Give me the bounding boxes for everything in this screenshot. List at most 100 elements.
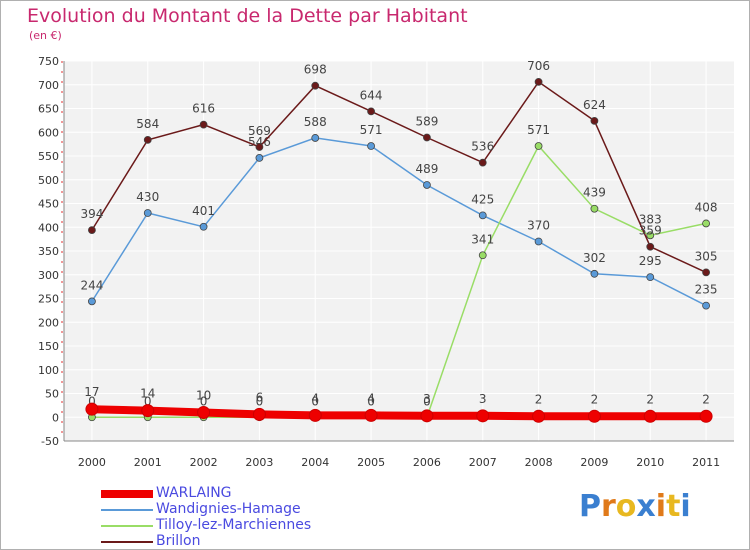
data-label: 235 [695,283,718,297]
data-point [364,408,378,422]
data-point [199,120,208,129]
legend-label: WARLAING [156,485,232,501]
data-label: 4 [311,391,319,405]
data-point [255,153,264,162]
data-point [587,409,601,423]
x-tick-label: 2004 [301,456,329,469]
data-label: 302 [583,251,606,265]
logo-letter: r [601,489,616,524]
data-point [534,142,543,150]
x-tick-label: 2006 [413,456,441,469]
data-label: 2 [591,392,599,406]
x-tick-label: 2003 [245,456,273,469]
data-point [141,404,155,418]
data-label: 4 [367,391,375,405]
chart-subtitle: (en €) [29,29,62,42]
y-tick-label: 550 [38,150,59,163]
x-tick-label: 2008 [525,456,553,469]
y-tick-label: 250 [38,293,59,306]
data-point [590,269,599,278]
data-label: 408 [695,200,718,214]
data-label: 425 [471,192,494,206]
logo-letter: t [666,489,681,524]
data-point [699,409,713,423]
y-tick-label: 700 [38,79,59,92]
series-line-warlaing [87,405,711,421]
data-label: 341 [471,232,494,246]
y-tick-label: 650 [38,103,59,116]
data-label: 0 [88,394,96,408]
data-label: 0 [256,394,264,408]
y-tick-label: 750 [38,55,59,68]
chart-title: Evolution du Montant de la Dette par Hab… [27,5,468,27]
data-label: 2 [702,392,710,406]
legend-swatch [101,509,153,511]
x-tick-label: 2005 [357,456,385,469]
data-label: 370 [527,219,550,233]
y-tick-label: 450 [38,198,59,211]
data-point [643,409,657,423]
data-label: 0 [144,394,152,408]
logo-letter: x [636,489,656,524]
y-tick-label: 0 [52,411,59,424]
data-point [702,301,710,310]
data-label: 571 [360,123,383,137]
series-line-1 [91,137,707,307]
data-label: 2 [535,392,543,406]
data-label: 616 [192,102,215,116]
data-point [252,407,266,421]
data-label: 624 [583,98,606,112]
data-label: 383 [639,212,662,226]
data-point [532,409,546,423]
y-tick-label: -50 [41,435,59,448]
data-point [702,219,710,228]
data-label: 401 [192,204,215,218]
data-point [199,222,208,231]
y-tick-label: 300 [38,269,59,282]
logo-letter: P [579,489,601,524]
data-label: 2 [646,392,654,406]
x-tick-label: 2010 [636,456,664,469]
x-tick-label: 2001 [134,456,162,469]
logo-letter: i [680,489,691,524]
legend-label: Tilloy-lez-Marchiennes [156,517,312,533]
data-point [590,204,599,213]
data-label: 244 [80,278,103,292]
data-point [646,242,655,251]
y-tick-label: 150 [38,340,59,353]
data-point [308,408,322,422]
data-point [646,231,655,240]
data-point [476,409,490,423]
legend-label: Wandignies-Hamage [156,501,301,517]
data-label: 706 [527,59,550,73]
legend-swatch [101,525,153,527]
data-label: 6 [256,390,264,404]
data-label: 439 [583,186,606,200]
x-tick-label: 2007 [469,456,497,469]
data-point [420,409,434,423]
data-label: 0 [423,394,431,408]
data-point [423,133,431,142]
data-label: 305 [695,249,718,263]
data-point [367,107,375,116]
data-label: 588 [304,115,327,129]
data-point [311,81,320,90]
y-tick-label: 600 [38,126,59,139]
data-point [534,78,543,86]
data-point [478,158,487,167]
data-label: 571 [527,123,550,137]
data-point [143,135,152,144]
data-point [85,402,99,416]
data-label: 14 [140,387,155,401]
x-tick-label: 2000 [78,456,106,469]
x-tick-label: 2011 [692,456,720,469]
series-line-3 [91,80,707,274]
data-point [478,211,487,220]
y-tick-label: 500 [38,174,59,187]
data-point [255,143,264,151]
data-label: 3 [423,392,431,406]
y-tick-label: 400 [38,221,59,234]
y-tick-label: 50 [45,388,59,401]
data-point [367,142,375,150]
